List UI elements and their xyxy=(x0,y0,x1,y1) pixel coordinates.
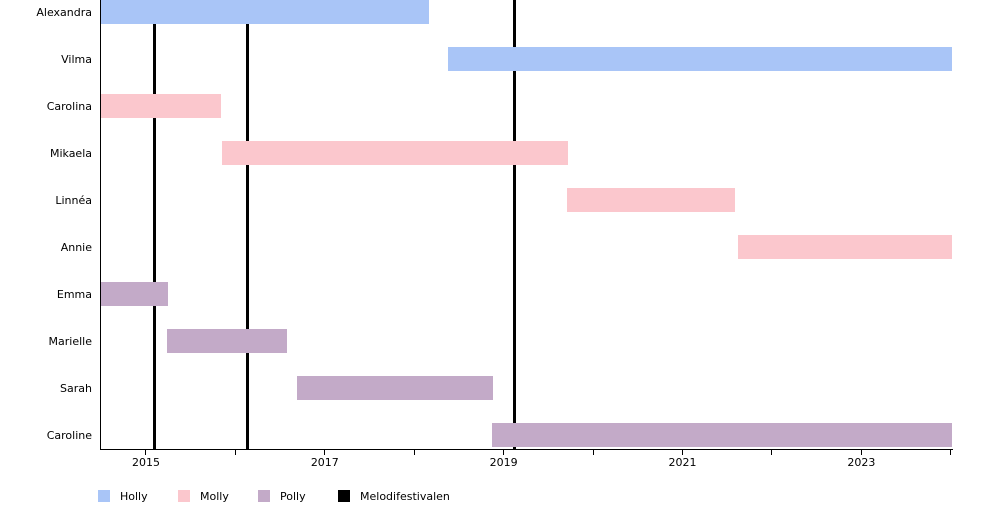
x-tick-2016 xyxy=(234,450,236,455)
row-label-marielle: Marielle xyxy=(48,335,92,348)
timeline-bar-annie xyxy=(737,235,952,259)
row-label-vilma: Vilma xyxy=(61,53,92,66)
x-tick-2021 xyxy=(682,450,684,455)
legend-swatch-polly xyxy=(258,490,270,502)
melodifestivalen-event-line xyxy=(512,0,516,449)
x-tick-2023 xyxy=(860,450,862,455)
timeline-bar-emma xyxy=(100,282,169,306)
x-axis-spine xyxy=(100,449,953,450)
timeline-bar-linnea xyxy=(567,188,736,212)
timeline-bar-carolina xyxy=(100,94,222,118)
x-tick-2017 xyxy=(324,450,326,455)
row-label-carolina: Carolina xyxy=(46,100,92,113)
legend-label-holly: Holly xyxy=(120,490,148,503)
timeline-bar-alexandra xyxy=(100,0,430,24)
row-label-caroline: Caroline xyxy=(46,429,92,442)
row-label-linnea: Linnéa xyxy=(55,194,92,207)
melodifestivalen-event-line xyxy=(246,0,250,449)
row-label-sarah: Sarah xyxy=(60,382,92,395)
row-label-emma: Emma xyxy=(56,288,92,301)
timeline-bar-mikaela xyxy=(221,141,569,165)
legend-label-melodifestivalen: Melodifestivalen xyxy=(360,490,450,503)
legend-label-polly: Polly xyxy=(280,490,306,503)
legend-swatch-melodifestivalen xyxy=(338,490,350,502)
x-tick-2018 xyxy=(413,450,415,455)
x-tick-label-2015: 2015 xyxy=(131,456,160,469)
y-axis-spine xyxy=(100,0,101,449)
timeline-bar-marielle xyxy=(167,329,288,353)
x-tick-2022 xyxy=(771,450,773,455)
legend-label-molly: Molly xyxy=(200,490,229,503)
x-tick-2024 xyxy=(950,450,952,455)
x-tick-label-2023: 2023 xyxy=(847,456,876,469)
x-tick-2019 xyxy=(503,450,505,455)
legend-swatch-molly xyxy=(178,490,190,502)
melodifestivalen-event-line xyxy=(152,0,156,449)
x-tick-label-2017: 2017 xyxy=(310,456,339,469)
legend-swatch-holly xyxy=(98,490,110,502)
timeline-bar-caroline xyxy=(492,423,952,447)
x-tick-label-2021: 2021 xyxy=(668,456,697,469)
x-tick-2015 xyxy=(145,450,147,455)
x-tick-2020 xyxy=(592,450,594,455)
timeline-bar-vilma xyxy=(448,47,952,71)
row-label-alexandra: Alexandra xyxy=(36,6,92,19)
timeline-bar-sarah xyxy=(297,376,493,400)
row-label-annie: Annie xyxy=(60,241,92,254)
x-tick-label-2019: 2019 xyxy=(489,456,518,469)
row-label-mikaela: Mikaela xyxy=(49,147,92,160)
